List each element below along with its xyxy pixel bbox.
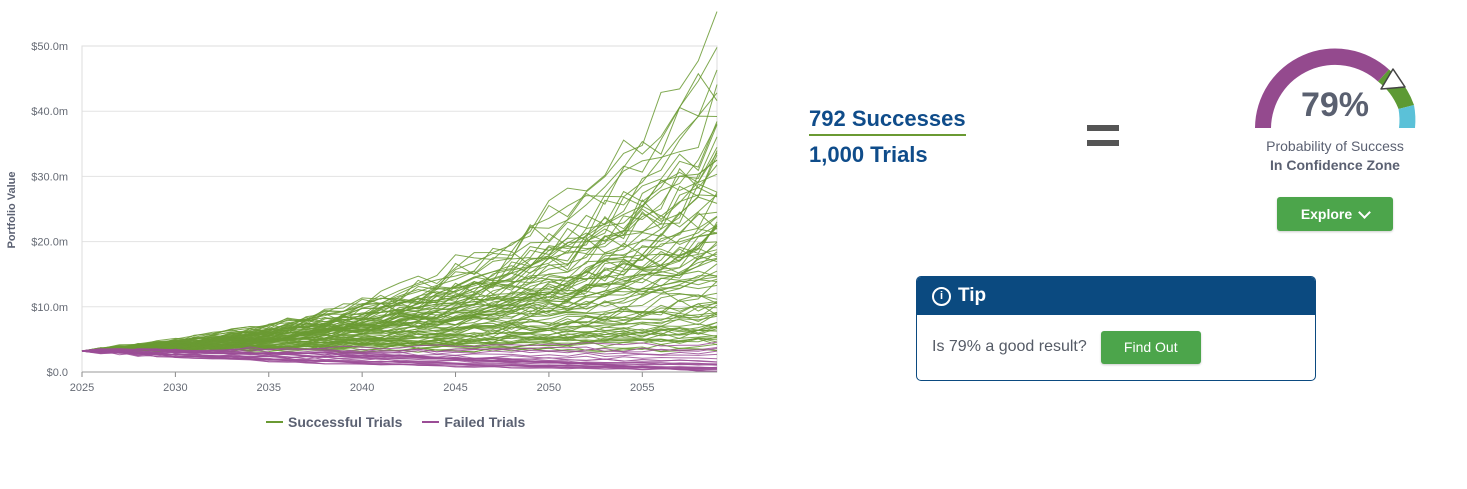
gauge-pointer-icon: [1380, 68, 1406, 90]
chevron-down-icon: [1358, 205, 1372, 219]
portfolio-chart: $0.0 $10.0m $20.0m $30.0m $40.0m $50.0m 2025 20…: [6, 11, 718, 394]
y-tick-label: $10.0m: [31, 302, 68, 314]
success-trial-line: [81, 270, 718, 353]
equals-sign: [1087, 125, 1119, 155]
legend-label-fail: Failed Trials: [444, 414, 526, 430]
success-trial-line: [81, 47, 718, 352]
tip-body: Is 79% a good result? Find Out: [917, 315, 1315, 379]
failed-trial-line: [81, 348, 718, 372]
legend-label-success: Successful Trials: [288, 414, 403, 430]
x-tick-label: 2045: [443, 382, 467, 394]
failed-trial-line: [81, 349, 718, 366]
failed-trials-series: [81, 341, 718, 373]
x-tick-label: 2025: [70, 382, 94, 394]
confidence-zone-label: In Confidence Zone: [1270, 157, 1400, 173]
tip-question: Is 79% a good result?: [932, 338, 1087, 355]
probability-gauge: [1255, 48, 1416, 128]
legend-item-success[interactable]: Successful Trials: [266, 414, 402, 430]
gauge-arc-purple: [1255, 48, 1389, 128]
x-tick-label: 2030: [163, 382, 187, 394]
tip-title: Tip: [958, 285, 987, 306]
y-tick-label: $20.0m: [31, 237, 68, 249]
probability-label: Probability of Success: [1266, 138, 1404, 154]
x-tick-label: 2055: [630, 382, 654, 394]
success-trial-line: [81, 225, 718, 352]
x-tick-label: 2040: [350, 382, 374, 394]
chart-axes: $0.0 $10.0m $20.0m $30.0m $40.0m $50.0m 2025 20…: [31, 41, 717, 394]
successes-count: 792 Successes: [809, 106, 966, 136]
legend-item-fail[interactable]: Failed Trials: [422, 414, 525, 430]
info-icon: i: [932, 286, 951, 306]
legend-swatch-fail: [422, 421, 440, 423]
success-trial-line: [81, 92, 718, 352]
x-tick-label: 2035: [257, 382, 281, 394]
success-ratio: 792 Successes 1,000 Trials: [809, 106, 966, 168]
failed-trial-line: [81, 346, 718, 354]
y-tick-label: $30.0m: [31, 171, 68, 183]
success-trial-line: [81, 322, 718, 352]
tip-panel: i Tip Is 79% a good result? Find Out: [916, 276, 1316, 381]
tip-header: i Tip: [917, 277, 1315, 315]
y-tick-label: $0.0: [47, 367, 68, 379]
failed-trial-line: [81, 350, 718, 369]
explore-button-label: Explore: [1300, 206, 1353, 222]
failed-trial-line: [81, 350, 718, 371]
probability-percent: 79%: [1300, 86, 1370, 124]
y-axis-label: Portfolio Value: [6, 171, 18, 248]
gauge-arc-blue: [1398, 105, 1416, 128]
successful-trials-series: [81, 11, 718, 354]
chart-grid: [81, 45, 718, 373]
chart-legend: Successful Trials Failed Trials: [266, 414, 525, 430]
y-tick-label: $40.0m: [31, 106, 68, 118]
y-tick-label: $50.0m: [31, 41, 68, 53]
success-trial-line: [81, 303, 718, 353]
trials-count: 1,000 Trials: [809, 142, 928, 167]
legend-swatch-success: [266, 421, 283, 423]
explore-button[interactable]: Explore: [1277, 197, 1393, 231]
success-trial-line: [81, 69, 718, 352]
x-tick-label: 2050: [537, 382, 561, 394]
success-trial-line: [81, 244, 718, 352]
find-out-button[interactable]: Find Out: [1100, 330, 1201, 364]
